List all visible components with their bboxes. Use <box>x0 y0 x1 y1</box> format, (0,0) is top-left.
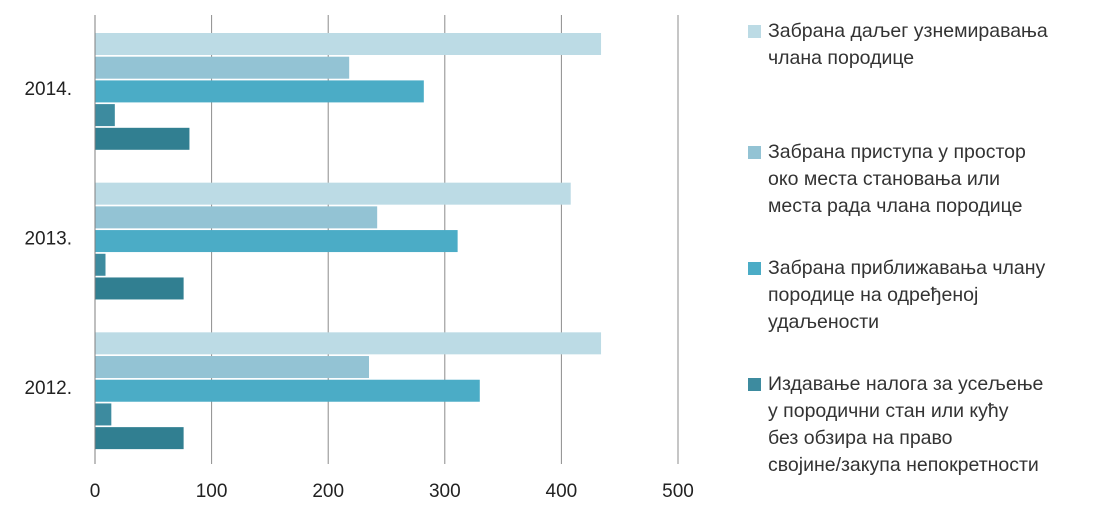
legend-swatch <box>748 25 761 38</box>
bar <box>95 356 370 379</box>
bar <box>95 56 350 79</box>
legend-swatch <box>748 378 761 391</box>
bar <box>95 253 106 276</box>
bar <box>95 230 458 253</box>
x-tick-label: 0 <box>90 481 101 502</box>
bar <box>95 127 190 150</box>
y-tick-label: 2013. <box>24 229 72 250</box>
legend-label: Забрана приступа у простор око места ста… <box>768 141 1026 217</box>
bar <box>95 182 571 205</box>
x-tick-label: 500 <box>662 481 694 502</box>
legend-item: Забрана приближавања члану породице на о… <box>748 255 1118 336</box>
bar <box>95 80 424 103</box>
bar <box>95 33 602 55</box>
legend-label: Издавање налога за усељење у породични с… <box>768 373 1044 476</box>
legend-swatch <box>748 146 761 159</box>
bar <box>95 379 480 402</box>
x-tick-label: 400 <box>546 481 578 502</box>
legend-item: Забрана приступа у простор око места ста… <box>748 139 1118 220</box>
bar <box>95 403 112 426</box>
bar <box>95 206 378 229</box>
y-tick-label: 2012. <box>24 378 72 399</box>
bar <box>95 427 184 450</box>
bar <box>95 104 115 127</box>
x-tick-label: 300 <box>429 481 461 502</box>
legend-item: Издавање налога за усељење у породични с… <box>748 371 1118 479</box>
legend-label: Забрана приближавања члану породице на о… <box>768 257 1046 333</box>
x-tick-label: 100 <box>196 481 228 502</box>
bar <box>95 332 602 355</box>
bar <box>95 277 184 300</box>
legend-label: Забрана даљег узнемиравања члана породиц… <box>768 20 1048 69</box>
legend-item: Забрана даљег узнемиравања члана породиц… <box>748 18 1118 72</box>
legend-swatch <box>748 262 761 275</box>
y-tick-label: 2014. <box>24 79 72 100</box>
x-tick-label: 200 <box>312 481 344 502</box>
